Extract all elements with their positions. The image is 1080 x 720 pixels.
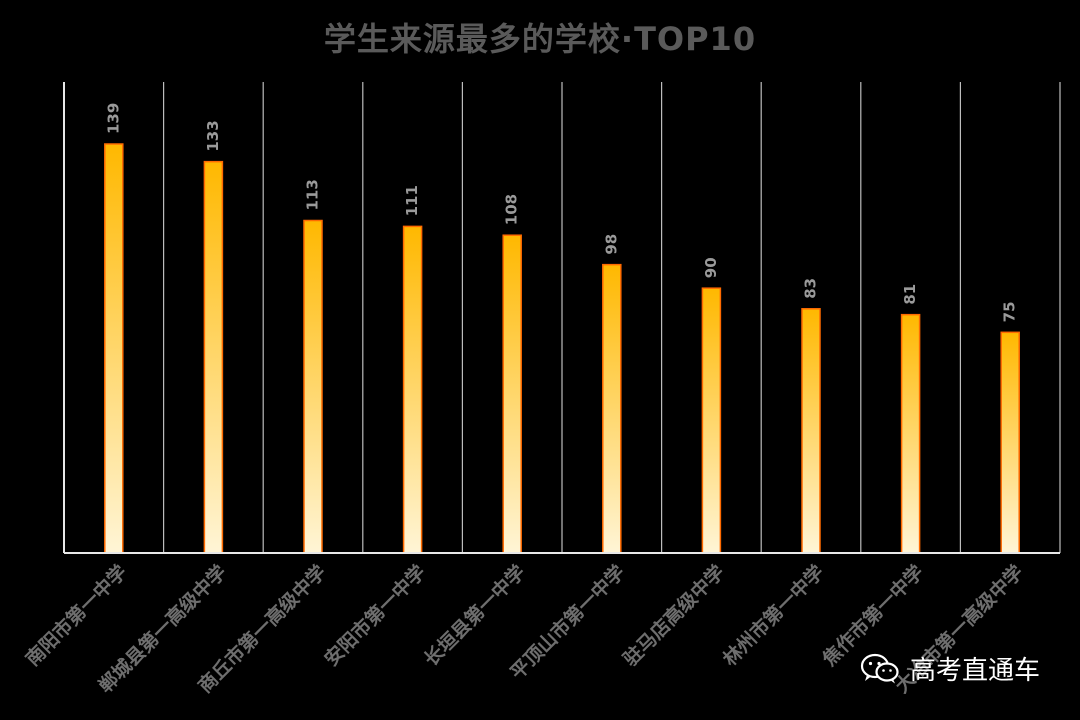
bar: [104, 143, 124, 554]
category-label: 安阳市第一中学: [320, 560, 430, 670]
bar: [801, 308, 821, 554]
column-separators: [63, 82, 1061, 553]
category-label: 南阳市第一中学: [21, 560, 131, 670]
chart-title: 学生来源最多的学校·TOP10: [323, 20, 757, 58]
value-label: 139: [104, 103, 122, 134]
value-label: 81: [901, 284, 919, 305]
bar: [303, 219, 323, 554]
wechat-icon: [860, 653, 899, 683]
bar: [402, 225, 423, 554]
value-labels: 139 133 113 111 108 98 90 83 81 75: [104, 103, 1018, 323]
watermark-text: 高考直通车: [910, 656, 1041, 686]
value-label: 133: [204, 120, 222, 151]
value-label: 75: [1001, 301, 1019, 322]
value-label: 113: [304, 179, 322, 210]
bar: [1000, 331, 1020, 554]
bar: [900, 313, 921, 554]
category-label: 驻马店高级中学: [619, 560, 729, 670]
watermark: 高考直通车: [860, 650, 1040, 687]
bar: [203, 160, 224, 554]
bar: [701, 287, 722, 554]
value-label: 83: [802, 278, 820, 299]
category-label: 长垣县第一中学: [419, 560, 529, 670]
value-label: 90: [702, 257, 720, 278]
category-label: 林州市第一中学: [718, 560, 828, 670]
value-label: 98: [602, 234, 620, 255]
bar: [602, 263, 622, 554]
bar: [502, 234, 522, 554]
value-label: 111: [403, 185, 421, 216]
value-label: 108: [503, 194, 521, 225]
